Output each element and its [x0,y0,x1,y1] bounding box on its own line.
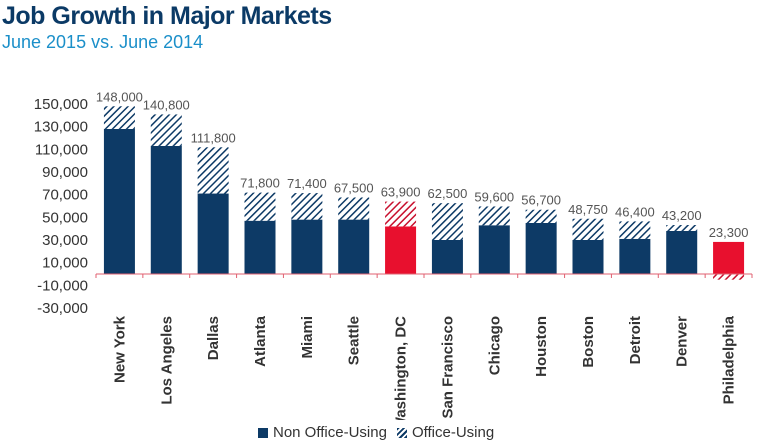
x-tick-label-houston: Houston [533,316,550,377]
bar-office-houston [525,209,557,223]
x-tick-label-detroit: Detroit [627,316,644,364]
bar-office-san-francisco [431,203,463,240]
x-tick-label-seattle: Seattle [346,316,363,365]
bar-non-office-denver [666,230,698,274]
bar-non-office-detroit [619,238,651,274]
bar-office-dallas [197,147,229,194]
x-tick-label-philadelphia: Philadelphia [721,315,738,404]
y-tick-label: 150,000 [34,96,88,113]
labels-layer: 148,000 New York 140,800 Los Angeles 111,800… [96,89,749,420]
data-label-philadelphia: 23,300 [709,225,749,240]
legend-swatch-solid [258,427,268,438]
x-tick-label-miami: Miami [299,316,316,359]
bar-non-office-new-york [103,128,135,274]
y-tick-label: 90,000 [42,164,88,181]
legend-swatch-hatched [396,427,407,438]
x-tick-label-los-angeles: Los Angeles [158,316,175,405]
data-label-miami: 71,400 [287,176,327,191]
y-tick-label: 70,000 [42,187,88,204]
x-tick-label-dallas: Dallas [205,316,222,360]
bar-office-washington-dc [385,201,417,227]
legend-item-non-office: Non Office-Using [258,424,387,441]
bar-non-office-boston [572,240,604,274]
data-label-houston: 56,700 [521,193,561,208]
x-tick-label-atlanta: Atlanta [252,315,269,366]
bar-office-atlanta [244,192,276,221]
data-label-los-angeles: 140,800 [143,97,190,112]
bar-non-office-washington-dc [385,226,417,274]
bars-layer [103,106,745,280]
data-label-denver: 43,200 [662,208,702,223]
bar-office-seattle [338,197,370,220]
y-tick-label: -30,000 [37,300,88,317]
bar-non-office-houston [525,223,557,274]
data-label-new-york: 148,000 [96,89,143,104]
legend-item-office: Office-Using [396,424,495,441]
legend-label-office: Office-Using [411,424,495,441]
bar-office-philadelphia [713,274,745,280]
y-tick-label: 130,000 [34,119,88,136]
bar-non-office-chicago [478,225,510,274]
data-label-boston: 48,750 [568,202,608,217]
bar-non-office-san-francisco [431,240,463,274]
bar-office-chicago [478,206,510,226]
data-label-seattle: 67,500 [334,181,374,196]
x-tick-label-washington-dc: Washington, DC [393,316,410,420]
chart-subtitle: June 2015 vs. June 2014 [2,32,204,52]
y-tick-label: 30,000 [42,232,88,249]
bar-non-office-philadelphia [713,241,745,274]
chart-legend: Non Office-Using Office-Using [258,424,504,441]
y-tick-label: 50,000 [42,209,88,226]
y-tick-label: -10,000 [37,277,88,294]
bar-office-denver [666,225,698,231]
data-label-washington-dc: 63,900 [381,185,421,200]
bar-office-boston [572,218,604,240]
bar-office-new-york [103,106,135,129]
data-label-detroit: 46,400 [615,204,655,219]
data-label-dallas: 111,800 [191,130,236,145]
x-tick-label-chicago: Chicago [486,316,503,375]
x-tick-label-new-york: New York [111,315,128,383]
bar-office-miami [291,193,323,220]
bar-non-office-dallas [197,193,229,274]
data-label-chicago: 59,600 [474,189,514,204]
y-tick-label: 10,000 [42,255,88,272]
y-tick-label: 110,000 [35,141,88,158]
x-tick-label-san-francisco: San Francisco [439,316,456,419]
x-tick-label-denver: Denver [674,316,691,367]
x-tick-label-boston: Boston [580,316,597,368]
axis-layer: -30,000 -10,000 10,000 30,000 50,000 70,000 90… [34,96,753,317]
bar-non-office-seattle [338,219,370,274]
bar-office-los-angeles [150,114,182,146]
bar-chart: -30,000 -10,000 10,000 30,000 50,000 70,000 90… [34,89,753,420]
data-label-san-francisco: 62,500 [428,186,468,201]
bar-non-office-los-angeles [150,145,182,274]
bar-office-detroit [619,221,651,239]
bar-non-office-atlanta [244,220,276,274]
data-label-atlanta: 71,800 [240,176,280,191]
chart-title: Job Growth in Major Markets [2,2,332,30]
bar-non-office-miami [291,219,323,274]
legend-label-non-office: Non Office-Using [273,424,387,441]
